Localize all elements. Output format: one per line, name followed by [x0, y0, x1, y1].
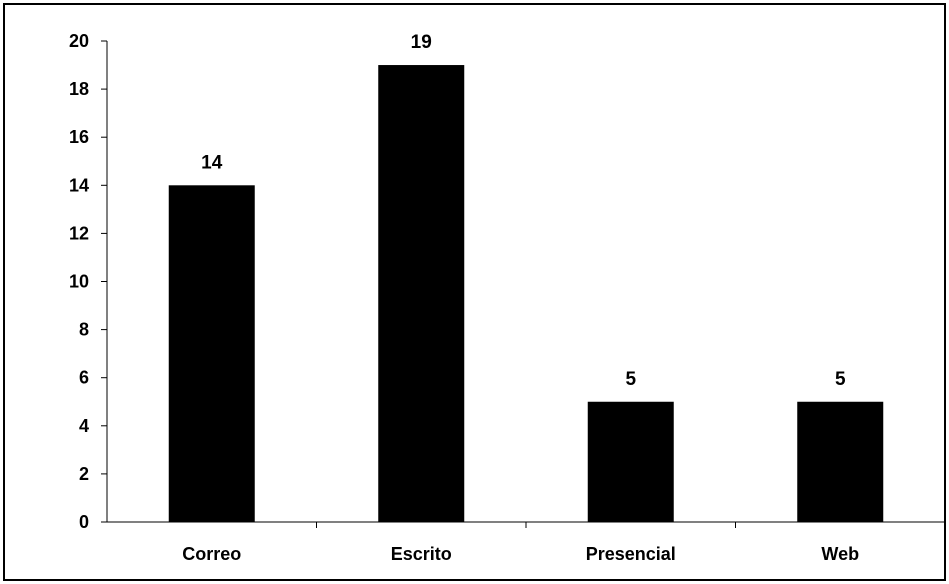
- bar-escrito: [378, 65, 465, 523]
- data-label: 19: [411, 32, 432, 53]
- x-category-label: Correo: [182, 544, 241, 564]
- chart-frame: [3, 3, 946, 581]
- y-tick-label: 20: [69, 31, 89, 51]
- data-label: 14: [201, 152, 223, 173]
- bar-correo: [168, 185, 255, 523]
- y-tick-label: 8: [79, 320, 89, 340]
- bar-presencial: [587, 401, 674, 522]
- chart-bars: [168, 65, 884, 523]
- y-tick-label: 6: [79, 368, 89, 388]
- y-tick-label: 4: [79, 416, 89, 436]
- y-tick-label: 18: [69, 79, 89, 99]
- x-category-label: Escrito: [391, 544, 452, 564]
- bar-web: [797, 401, 884, 522]
- y-tick-label: 0: [79, 512, 89, 532]
- y-tick-label: 12: [69, 223, 89, 243]
- y-tick-label: 14: [69, 175, 89, 195]
- y-tick-label: 10: [69, 272, 89, 292]
- x-category-label: Web: [821, 544, 859, 564]
- data-label: 5: [625, 369, 636, 390]
- x-category-label: Presencial: [586, 544, 676, 564]
- chart-labels: 0 2 4 6 8 10 12 14 16 18 20 14 Correo 19 Escrito 5 Prese…: [69, 31, 859, 564]
- y-tick-label: 16: [69, 127, 89, 147]
- y-tick-label: 2: [79, 464, 89, 484]
- data-label: 5: [835, 369, 846, 390]
